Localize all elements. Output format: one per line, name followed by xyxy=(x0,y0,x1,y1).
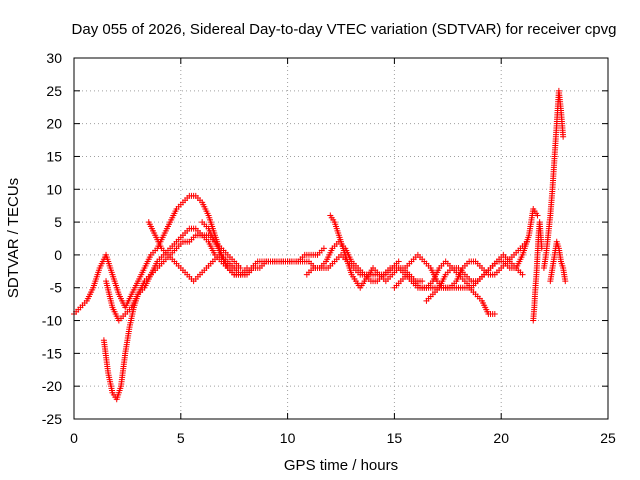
x-tick-label: 10 xyxy=(280,430,296,446)
x-tick-label: 15 xyxy=(387,430,403,446)
data-point xyxy=(560,133,567,140)
y-tick-label: -10 xyxy=(42,313,62,329)
y-axis-label: SDTVAR / TECUs xyxy=(5,178,22,298)
data-point xyxy=(320,245,327,252)
y-tick-label: 20 xyxy=(46,116,62,132)
y-tick-label: -5 xyxy=(50,280,63,296)
data-point xyxy=(562,278,569,285)
y-tick-label: -20 xyxy=(42,378,62,394)
series-track-5 xyxy=(199,219,327,278)
x-tick-label: 5 xyxy=(177,430,185,446)
x-tick-label: 20 xyxy=(493,430,509,446)
grid-lines xyxy=(74,58,608,419)
data-point xyxy=(395,258,402,265)
y-tick-label: 10 xyxy=(46,181,62,197)
y-tick-label: 0 xyxy=(54,247,62,263)
series-track-12 xyxy=(530,219,545,324)
y-tick-labels: -25 -20 -15 -10 -5 0 5 10 15 20 25 30 xyxy=(42,50,62,427)
data-points xyxy=(71,87,569,403)
x-tick-labels: 0 5 10 15 20 25 xyxy=(70,430,616,446)
x-axis-label: GPS time / hours xyxy=(284,457,398,474)
x-tick-label: 25 xyxy=(600,430,616,446)
series-track-13 xyxy=(540,87,567,272)
series-track-14 xyxy=(547,238,569,285)
y-tick-label: -15 xyxy=(42,345,62,361)
data-point xyxy=(534,212,541,219)
data-point xyxy=(519,271,526,278)
y-tick-label: 15 xyxy=(46,148,62,164)
data-point xyxy=(419,278,426,285)
data-point xyxy=(491,310,498,317)
y-tick-label: 25 xyxy=(46,83,62,99)
series-track-11 xyxy=(423,205,541,304)
y-tick-label: -25 xyxy=(42,411,62,427)
series-track-8 xyxy=(327,212,498,317)
y-tick-label: 5 xyxy=(54,214,62,230)
x-tick-label: 0 xyxy=(70,430,78,446)
chart-title: Day 055 of 2026, Sidereal Day-to-day VTE… xyxy=(72,21,617,38)
y-tick-label: 30 xyxy=(46,50,62,66)
plot-frame xyxy=(73,57,609,420)
